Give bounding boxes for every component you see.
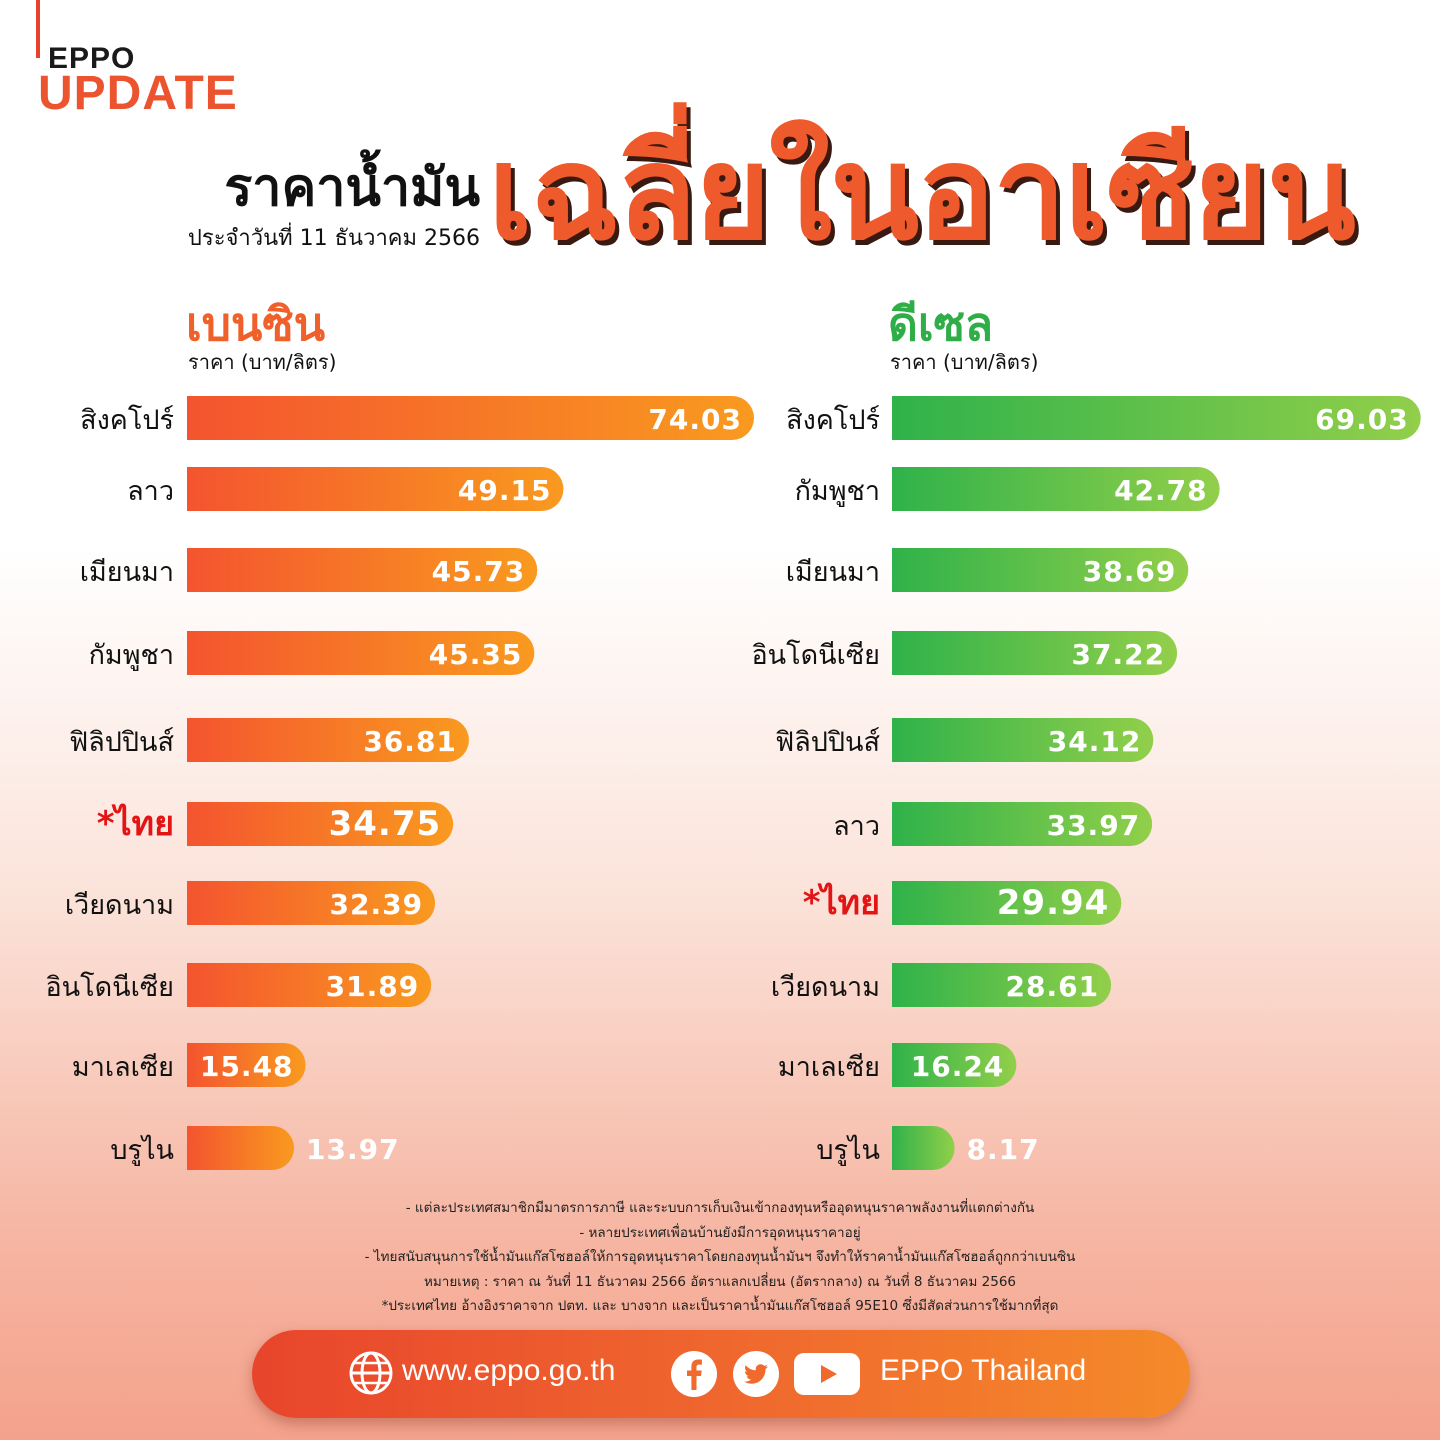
- diesel-bar: [892, 631, 1178, 675]
- diesel-bar: [892, 396, 1421, 440]
- gasoline-value-label: 31.89: [326, 970, 420, 1003]
- gasoline-bar: [187, 631, 535, 675]
- diesel-category-label: *ไทย: [803, 882, 880, 923]
- gasoline-category-label: สิงคโปร์: [80, 404, 174, 436]
- gasoline-title: เบนซิน: [186, 297, 326, 351]
- diesel-bar: [892, 881, 1122, 925]
- gasoline-value-label: 32.39: [329, 888, 423, 921]
- globe-icon: [349, 1351, 393, 1395]
- gasoline-value-label: 74.03: [648, 403, 742, 436]
- diesel-unit: ราคา (บาท/ลิตร): [890, 350, 1039, 374]
- diesel-category-label: กัมพูชา: [795, 476, 880, 507]
- diesel-bar: [892, 1043, 1017, 1087]
- gasoline-category-label: กัมพูชา: [89, 640, 174, 671]
- gasoline-value-label: 45.35: [429, 638, 523, 671]
- footnotes: - แต่ละประเทศสมาชิกมีมาตรการภาษี และระบบ…: [220, 1196, 1220, 1319]
- note-line: - ไทยสนับสนุนการใช้น้ำมันแก๊สโซฮอล์ให้กา…: [364, 1249, 1076, 1265]
- note-line: *ประเทศไทย อ้างอิงราคาจาก ปตท. และ บางจา…: [381, 1298, 1059, 1314]
- diesel-category-label: อินโดนีเซีย: [751, 640, 880, 671]
- gasoline-category-label: *ไทย: [97, 803, 174, 844]
- gasoline-bar: [187, 1126, 294, 1170]
- gasoline-category-label: เมียนมา: [80, 557, 174, 588]
- diesel-value-label: 29.94: [997, 883, 1110, 923]
- diesel-value-label: 34.12: [1048, 725, 1142, 758]
- gasoline-category-label: มาเลเซีย: [72, 1052, 174, 1083]
- footer-bar: www.eppo.go.th EPPO Thailand: [252, 1330, 1190, 1418]
- diesel-value-label: 38.69: [1083, 555, 1177, 588]
- diesel-value-label: 16.24: [911, 1050, 1005, 1083]
- gasoline-category-label: บรูไน: [110, 1135, 174, 1166]
- diesel-bar: [892, 548, 1189, 592]
- diesel-bar: [892, 467, 1220, 511]
- diesel-category-label: ลาว: [833, 811, 880, 842]
- diesel-value-label: 8.17: [967, 1133, 1040, 1166]
- gasoline-bar: [187, 802, 454, 846]
- facebook-icon[interactable]: [670, 1350, 718, 1398]
- gasoline-category-label: เวียดนาม: [65, 890, 174, 921]
- gasoline-value-label: 45.73: [432, 555, 526, 588]
- diesel-title: ดีเซล: [888, 297, 994, 351]
- gasoline-bar: [187, 548, 538, 592]
- gasoline-value-label: 36.81: [363, 725, 457, 758]
- twitter-icon[interactable]: [732, 1350, 780, 1398]
- logo-eppo-text: EPPO: [48, 42, 136, 75]
- diesel-value-label: 33.97: [1047, 809, 1141, 842]
- gasoline-category-label: อินโดนีเซีย: [45, 972, 174, 1003]
- diesel-value-label: 42.78: [1114, 474, 1208, 507]
- diesel-category-label: สิงคโปร์: [786, 404, 880, 436]
- gasoline-bars: สิงคโปร์ 74.03 ลาว 49.15 เมียนมา 45.73 กัมพูชา…: [45, 396, 754, 1170]
- diesel-category-label: เวียดนาม: [771, 972, 880, 1003]
- social-account-name[interactable]: EPPO Thailand: [880, 1354, 1087, 1387]
- gasoline-bar: [187, 1043, 306, 1087]
- gasoline-value-label: 34.75: [329, 804, 442, 844]
- logo-update-text: UPDATE: [38, 67, 238, 120]
- note-line: หมายเหตุ : ราคา ณ วันที่ 11 ธันวาคม 2566…: [423, 1273, 1016, 1290]
- title-date: ประจำวันที่ 11 ธันวาคม 2566: [187, 226, 480, 251]
- logo-accent-line: [36, 0, 40, 58]
- diesel-bar: [892, 802, 1153, 846]
- gasoline-value-label: 49.15: [458, 474, 552, 507]
- gasoline-bar: [187, 396, 754, 440]
- note-line: - แต่ละประเทศสมาชิกมีมาตรการภาษี และระบบ…: [405, 1200, 1035, 1216]
- gasoline-bar: [187, 467, 564, 511]
- diesel-value-label: 69.03: [1315, 403, 1409, 436]
- gasoline-unit: ราคา (บาท/ลิตร): [188, 350, 337, 374]
- gasoline-value-label: 15.48: [200, 1050, 294, 1083]
- page-title: ราคาน้ำมัน: [224, 158, 480, 218]
- diesel-value-label: 37.22: [1071, 638, 1165, 671]
- diesel-category-label: บรูไน: [816, 1135, 880, 1166]
- diesel-category-label: เมียนมา: [786, 557, 880, 588]
- diesel-category-label: ฟิลิปปินส์: [775, 726, 880, 758]
- gasoline-bar: [187, 881, 436, 925]
- gasoline-value-label: 13.97: [306, 1133, 400, 1166]
- note-line: - หลายประเทศเพื่อนบ้านยังมีการอุดหนุนราค…: [579, 1224, 861, 1241]
- gasoline-bar: [187, 718, 469, 762]
- gasoline-category-label: ลาว: [127, 476, 174, 507]
- diesel-bar: [892, 718, 1154, 762]
- diesel-category-label: มาเลเซีย: [778, 1052, 880, 1083]
- diesel-value-label: 28.61: [1006, 970, 1100, 1003]
- diesel-bars: สิงคโปร์ 69.03 กัมพูชา 42.78 เมียนมา 38.69 อิน…: [751, 396, 1421, 1170]
- gasoline-category-label: ฟิลิปปินส์: [69, 726, 174, 758]
- title-highlight: เฉลี่ยในอาเซียน: [488, 117, 1356, 269]
- diesel-bar: [892, 1126, 955, 1170]
- youtube-icon[interactable]: [792, 1350, 862, 1398]
- title-block: ราคาน้ำมัน ประจำวันที่ 11 ธันวาคม 2566: [168, 158, 480, 255]
- gasoline-bar: [187, 963, 432, 1007]
- website-link[interactable]: www.eppo.go.th: [402, 1354, 616, 1387]
- diesel-bar: [892, 963, 1112, 1007]
